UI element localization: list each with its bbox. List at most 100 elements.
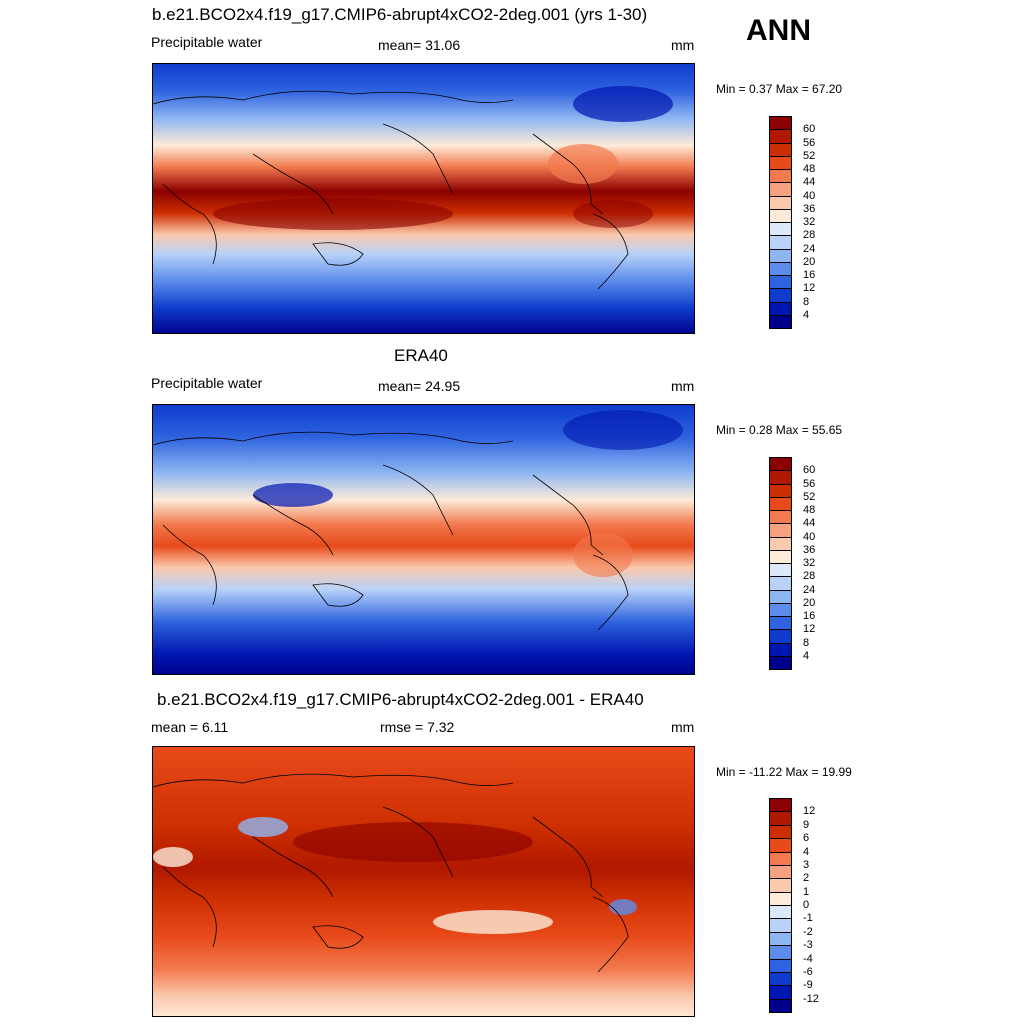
colorbar-cell — [769, 998, 792, 1013]
colorbar-cell — [769, 248, 792, 263]
colorbar-cell — [769, 155, 792, 170]
colorbar-tick-label: 12 — [803, 805, 816, 818]
colorbar-cell — [769, 510, 792, 525]
colorbar-tick-label: 40 — [803, 530, 816, 543]
colorbar-tick-label: 12 — [803, 282, 816, 295]
panel-title-diff: b.e21.BCO2x4.f19_g17.CMIP6-abrupt4xCO2-2… — [157, 690, 644, 709]
colorbar-cell — [769, 824, 792, 840]
colorbar-tick-label: 36 — [803, 202, 816, 215]
colorbar-tick-label: 0 — [803, 899, 810, 911]
panel-mean-obs: mean= 24.95 — [378, 378, 461, 394]
colorbar-cell — [769, 811, 792, 826]
colorbar-tick-label: 8 — [803, 295, 810, 308]
colorbar-cell — [769, 169, 792, 184]
colorbar-cell — [769, 275, 792, 290]
colorbar-tick-label: 60 — [803, 464, 816, 477]
colorbar-cell — [769, 891, 792, 906]
colorbar-tick-label: 56 — [803, 477, 816, 490]
colorbar-tick-label: -9 — [803, 979, 813, 992]
colorbar-cell — [769, 985, 792, 1000]
colorbar-cell — [769, 523, 792, 538]
colorbar-tick-label: 9 — [803, 818, 810, 831]
colorbar-tick-label: 28 — [803, 229, 816, 242]
colorbar-tick-label: -6 — [803, 965, 813, 978]
panel-mean-diff: mean = 6.11 — [151, 719, 229, 735]
minmax-diff: Min = -11.22 Max = 19.99 — [716, 765, 852, 779]
colorbar-cell — [769, 195, 792, 210]
colorbar-cell — [769, 536, 792, 551]
colorbar-cell — [769, 629, 792, 644]
colorbar-tick-label: 28 — [803, 570, 816, 583]
colorbar-cell — [769, 851, 792, 866]
colorbar-tick-label: 56 — [803, 136, 816, 149]
colorbar-tick-label: -12 — [803, 992, 819, 1005]
colorbar-tick-label: 2 — [803, 872, 810, 885]
colorbar-tick-label: 8 — [803, 636, 810, 649]
colorbar-cell — [769, 971, 792, 987]
colorbar-tick-label: -3 — [803, 939, 813, 952]
colorbar-tick-label: 4 — [803, 308, 810, 321]
colorbar-cell — [769, 602, 792, 617]
colorbar-cell — [769, 878, 792, 893]
colorbar-tick-label: 16 — [803, 269, 816, 281]
colorbar-tick-label: 52 — [803, 149, 816, 162]
colorbar-tick-label: 24 — [803, 242, 816, 255]
colorbar-model: 60 56 52 48 44 40 36 32 28 24 20 16 12 8 4 — [769, 116, 815, 329]
colorbar-cell — [769, 222, 792, 237]
panel-mean-model: mean= 31.06 — [378, 37, 461, 53]
panel-units-model: mm — [671, 37, 695, 53]
colorbar-tick-label: 60 — [803, 123, 816, 136]
colorbar-cell — [769, 142, 792, 157]
colorbar-cell — [769, 576, 792, 591]
colorbar-cell — [769, 483, 792, 498]
colorbar-cell — [769, 616, 792, 631]
colorbar-diff: 12 9 6 4 3 2 1 0 -1 -2 -3 -4 -6 -9 -12 — [769, 798, 819, 1013]
colorbar-tick-label: 32 — [803, 216, 816, 228]
colorbar-cell — [769, 496, 792, 511]
colorbar-cell — [769, 235, 792, 250]
colorbar-cell — [769, 918, 792, 933]
colorbar-cell — [769, 589, 792, 604]
colorbar-tick-label: 48 — [803, 504, 816, 516]
colorbar-cell — [769, 129, 792, 144]
colorbar-cell — [769, 798, 792, 813]
map-model-precipitable-water — [152, 63, 695, 334]
colorbar-tick-label: -4 — [803, 952, 813, 965]
colorbar-cell — [769, 288, 792, 303]
colorbar-obs: 60 56 52 48 44 40 36 32 28 24 20 16 12 8 4 — [769, 457, 815, 670]
colorbar-tick-label: 32 — [803, 557, 816, 569]
minmax-obs: Min = 0.28 Max = 55.65 — [716, 423, 843, 437]
colorbar-cell — [769, 945, 792, 960]
colorbar-cell — [769, 116, 792, 131]
colorbar-tick-label: 1 — [803, 885, 810, 898]
colorbar-cell — [769, 314, 792, 329]
colorbar-cell — [769, 182, 792, 197]
colorbar-tick-label: 52 — [803, 490, 816, 503]
colorbar-cell — [769, 470, 792, 485]
panel-rmse-diff: rmse = 7.32 — [380, 719, 455, 735]
colorbar-tick-label: 3 — [803, 858, 810, 871]
colorbar-tick-label: 36 — [803, 543, 816, 556]
colorbar-tick-label: 4 — [803, 845, 810, 858]
colorbar-tick-label: 40 — [803, 189, 816, 202]
panel-units-obs: mm — [671, 378, 695, 394]
colorbar-tick-label: 44 — [803, 517, 816, 530]
colorbar-cell — [769, 655, 792, 670]
colorbar-cell — [769, 864, 792, 880]
map-difference — [152, 746, 695, 1017]
season-label: ANN — [746, 14, 811, 47]
colorbar-tick-label: 20 — [803, 596, 816, 609]
colorbar-tick-label: 20 — [803, 255, 816, 268]
colorbar-tick-label: 6 — [803, 832, 810, 845]
colorbar-cell — [769, 838, 792, 853]
minmax-model: Min = 0.37 Max = 67.20 — [716, 82, 843, 96]
colorbar-cell — [769, 905, 792, 920]
colorbar-cell — [769, 958, 792, 973]
colorbar-cell — [769, 208, 792, 223]
colorbar-tick-label: 48 — [803, 163, 816, 175]
colorbar-cell — [769, 457, 792, 472]
colorbar-tick-label: 44 — [803, 176, 816, 189]
panel-left-label-model: Precipitable water — [151, 34, 263, 50]
colorbar-cell — [769, 549, 792, 564]
colorbar-cell — [769, 563, 792, 578]
